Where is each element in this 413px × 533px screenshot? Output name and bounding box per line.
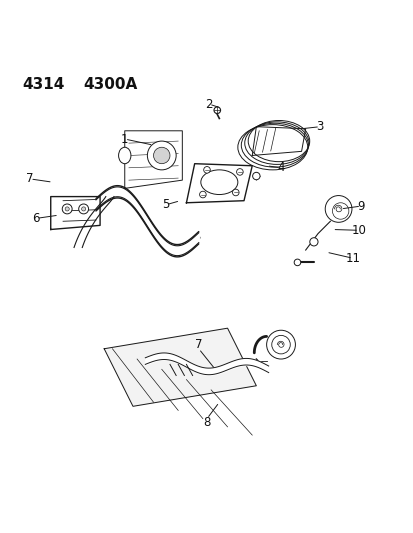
Text: 7: 7 xyxy=(195,338,202,351)
Text: 2: 2 xyxy=(205,98,212,110)
Ellipse shape xyxy=(266,330,295,359)
Circle shape xyxy=(232,189,238,196)
Polygon shape xyxy=(124,131,182,188)
Circle shape xyxy=(294,259,300,265)
Text: 4: 4 xyxy=(277,161,284,174)
Polygon shape xyxy=(252,127,305,156)
Circle shape xyxy=(153,147,170,164)
Text: 5: 5 xyxy=(162,198,169,211)
Polygon shape xyxy=(104,328,256,406)
Circle shape xyxy=(252,172,259,180)
Text: 10: 10 xyxy=(351,224,366,237)
Ellipse shape xyxy=(325,196,351,222)
Text: 8: 8 xyxy=(203,416,210,429)
Polygon shape xyxy=(186,164,252,203)
Circle shape xyxy=(203,167,210,173)
Text: 6: 6 xyxy=(33,212,40,225)
Circle shape xyxy=(236,168,242,175)
Text: 7: 7 xyxy=(26,172,34,185)
Circle shape xyxy=(62,204,72,214)
Circle shape xyxy=(147,141,176,170)
Circle shape xyxy=(78,204,88,214)
Text: 3: 3 xyxy=(316,120,323,133)
Text: 11: 11 xyxy=(345,252,360,265)
Circle shape xyxy=(81,207,85,211)
Text: 4300A: 4300A xyxy=(83,77,138,92)
Circle shape xyxy=(199,191,206,198)
Circle shape xyxy=(309,238,317,246)
Circle shape xyxy=(214,107,220,114)
Text: 4314: 4314 xyxy=(22,77,64,92)
Text: 1: 1 xyxy=(121,133,128,146)
Ellipse shape xyxy=(118,147,131,164)
Text: 9: 9 xyxy=(356,199,364,213)
Polygon shape xyxy=(51,197,100,230)
Circle shape xyxy=(65,207,69,211)
